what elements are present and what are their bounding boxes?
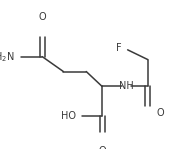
Text: HO: HO	[61, 111, 76, 121]
Text: NH: NH	[119, 81, 134, 91]
Text: H$_2$N: H$_2$N	[0, 50, 14, 63]
Text: O: O	[98, 146, 106, 149]
Text: O: O	[38, 12, 46, 22]
Text: F: F	[116, 43, 121, 53]
Text: O: O	[157, 108, 164, 118]
